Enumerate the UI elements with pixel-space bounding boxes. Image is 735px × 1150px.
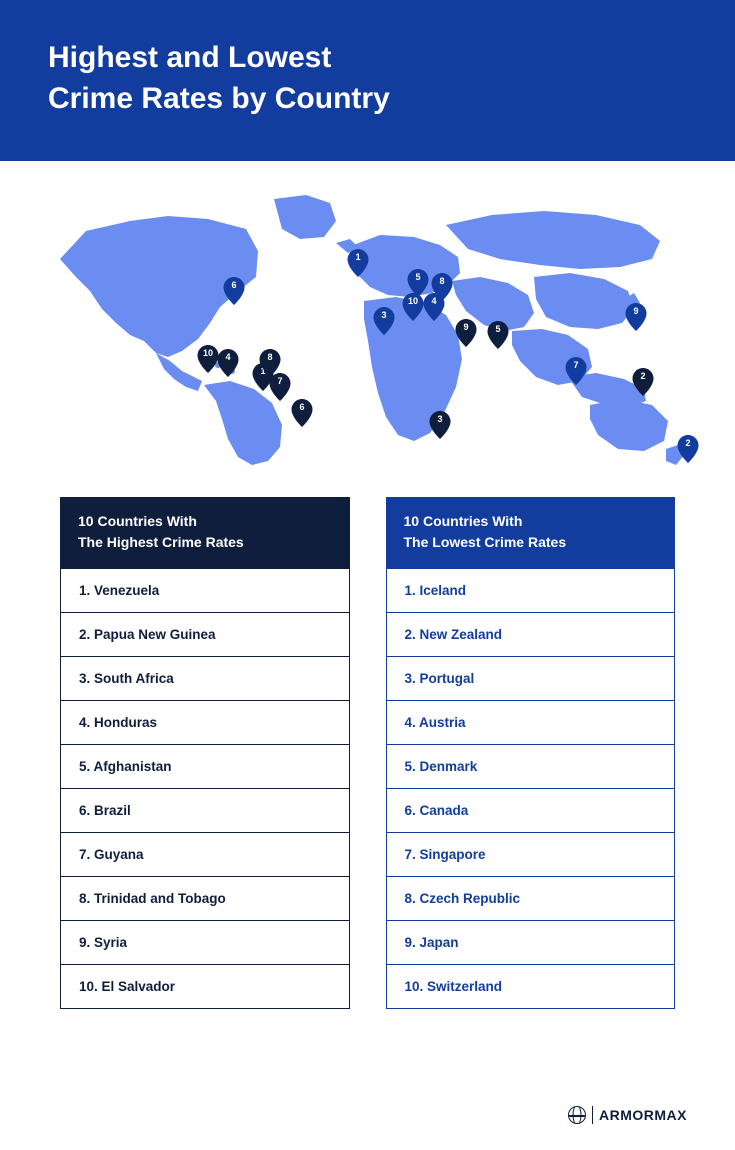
- map-pin-highest-10: 10: [197, 345, 219, 373]
- map-pin-lowest-1: 1: [347, 249, 369, 277]
- pin-number: 2: [677, 438, 699, 448]
- map-pin-highest-8: 8: [259, 349, 281, 377]
- title-line-2: Crime Rates by Country: [48, 82, 390, 115]
- map-pin-highest-3: 3: [429, 411, 451, 439]
- highest-list: 10 Countries With The Highest Crime Rate…: [60, 497, 350, 1009]
- map-pin-lowest-2: 2: [677, 435, 699, 463]
- map-pin-highest-2: 2: [632, 368, 654, 396]
- highest-title-line-2: The Highest Crime Rates: [78, 534, 244, 550]
- pin-number: 2: [632, 371, 654, 381]
- map-pin-lowest-7: 7: [565, 357, 587, 385]
- highest-list-body: 1. Venezuela2. Papua New Guinea3. South …: [60, 569, 350, 1009]
- lowest-list-item: 6. Canada: [387, 788, 675, 832]
- pin-number: 10: [402, 296, 424, 306]
- map-pin-lowest-3: 3: [373, 307, 395, 335]
- title-line-1: Highest and Lowest: [48, 41, 331, 74]
- lowest-list-body: 1. Iceland2. New Zealand3. Portugal4. Au…: [386, 569, 676, 1009]
- highest-list-item: 5. Afghanistan: [61, 744, 349, 788]
- pin-number: 7: [565, 360, 587, 370]
- pin-number: 10: [197, 348, 219, 358]
- map-pin-lowest-6: 6: [223, 277, 245, 305]
- pin-number: 8: [431, 276, 453, 286]
- pin-number: 3: [373, 310, 395, 320]
- highest-list-header: 10 Countries With The Highest Crime Rate…: [60, 497, 350, 569]
- lowest-list: 10 Countries With The Lowest Crime Rates…: [386, 497, 676, 1009]
- logo-text: ARMORMAX: [599, 1107, 687, 1123]
- highest-list-item: 9. Syria: [61, 920, 349, 964]
- pin-number: 9: [625, 306, 647, 316]
- pin-number: 6: [291, 402, 313, 412]
- map-pin-lowest-8: 8: [431, 273, 453, 301]
- lowest-list-item: 9. Japan: [387, 920, 675, 964]
- highest-list-item: 2. Papua New Guinea: [61, 612, 349, 656]
- brand-logo: ARMORMAX: [568, 1106, 687, 1124]
- map-pin-lowest-9: 9: [625, 303, 647, 331]
- lowest-list-item: 7. Singapore: [387, 832, 675, 876]
- lowest-list-item: 8. Czech Republic: [387, 876, 675, 920]
- header: Highest and Lowest Crime Rates by Countr…: [0, 0, 735, 161]
- pin-number: 1: [347, 252, 369, 262]
- map-pin-lowest-10: 10: [402, 293, 424, 321]
- lowest-list-header: 10 Countries With The Lowest Crime Rates: [386, 497, 676, 569]
- lowest-title-line-1: 10 Countries With: [404, 513, 523, 529]
- lowest-list-item: 4. Austria: [387, 700, 675, 744]
- highest-list-item: 1. Venezuela: [61, 569, 349, 612]
- highest-list-item: 10. El Salvador: [61, 964, 349, 1008]
- highest-title-line-1: 10 Countries With: [78, 513, 197, 529]
- lowest-list-item: 1. Iceland: [387, 569, 675, 612]
- lowest-list-item: 10. Switzerland: [387, 964, 675, 1008]
- map-pin-highest-9: 9: [455, 319, 477, 347]
- pin-number: 8: [259, 352, 281, 362]
- lowest-list-item: 5. Denmark: [387, 744, 675, 788]
- pin-number: 5: [407, 272, 429, 282]
- lowest-list-item: 2. New Zealand: [387, 612, 675, 656]
- lowest-title-line-2: The Lowest Crime Rates: [404, 534, 567, 550]
- highest-list-item: 3. South Africa: [61, 656, 349, 700]
- pin-number: 6: [223, 280, 245, 290]
- highest-list-item: 4. Honduras: [61, 700, 349, 744]
- globe-icon: [568, 1106, 586, 1124]
- lowest-list-item: 3. Portugal: [387, 656, 675, 700]
- map-pin-highest-4: 4: [217, 349, 239, 377]
- pin-number: 9: [455, 322, 477, 332]
- logo-divider: [592, 1106, 593, 1124]
- lists-container: 10 Countries With The Highest Crime Rate…: [0, 471, 735, 1009]
- map-pin-highest-5: 5: [487, 321, 509, 349]
- map-pin-highest-6: 6: [291, 399, 313, 427]
- map-pin-highest-7: 7: [269, 373, 291, 401]
- pin-number: 4: [217, 352, 239, 362]
- highest-list-item: 8. Trinidad and Tobago: [61, 876, 349, 920]
- pin-number: 7: [269, 376, 291, 386]
- pin-number: 5: [487, 324, 509, 334]
- highest-list-item: 6. Brazil: [61, 788, 349, 832]
- world-map-svg: [48, 181, 687, 471]
- world-map: 1234567891012345678910: [0, 181, 735, 471]
- pin-number: 3: [429, 414, 451, 424]
- page-title: Highest and Lowest Crime Rates by Countr…: [48, 38, 687, 119]
- highest-list-item: 7. Guyana: [61, 832, 349, 876]
